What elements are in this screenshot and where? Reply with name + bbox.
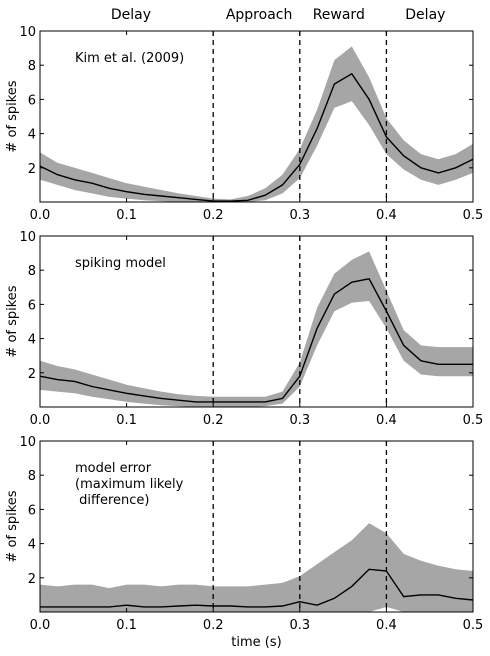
y-tick-label: 2 [28, 572, 36, 587]
y-tick-label: 6 [28, 503, 36, 518]
y-tick-label: 6 [28, 93, 36, 108]
phase-labels: Delay Approach Reward Delay [111, 7, 446, 23]
y-tick-label: 4 [28, 128, 36, 143]
annotation-line: (maximum likely [75, 477, 184, 492]
x-tick-label: 0.4 [376, 413, 397, 428]
x-tick-label: 0.5 [463, 208, 484, 223]
y-tick-label: 2 [28, 162, 36, 177]
x-axis-label: time (s) [231, 635, 281, 650]
y-tick-label: 6 [28, 298, 36, 313]
annotation-line: model error [75, 461, 152, 476]
x-tick-label: 0.2 [203, 208, 224, 223]
axes-frame [39, 440, 474, 613]
y-tick-label: 10 [19, 25, 36, 40]
confidence-band [40, 251, 473, 407]
x-tick-label: 0.0 [30, 618, 51, 633]
y-tick-label: 2 [28, 367, 36, 382]
panel-annotation: model error (maximum likely difference) [75, 461, 184, 508]
phase-label: Delay [405, 7, 445, 23]
mean-line [39, 72, 474, 202]
phase-label: Approach [226, 7, 293, 23]
panel-1: 0.0 0.1 0.2 0.3 0.4 0.5 2 4 6 8 10 # of spikes Kim e… [5, 25, 483, 223]
y-tick-label: 4 [28, 333, 36, 348]
annotation-line: Kim et al. (2009) [75, 51, 184, 66]
mean-line [40, 568, 474, 608]
annotation-line: spiking model [75, 256, 166, 271]
y-axis-label: # of spikes [5, 80, 20, 152]
axes-frame [39, 30, 474, 203]
confidence-band [40, 523, 473, 612]
y-tick-label: 4 [28, 538, 36, 553]
phase-label: Delay [111, 7, 151, 23]
y-axis-label: # of spikes [5, 490, 20, 562]
x-tick-label: 0.1 [116, 618, 137, 633]
panel-annotation: spiking model [75, 256, 166, 271]
x-tick-label: 0.2 [203, 618, 224, 633]
panel-annotation: Kim et al. (2009) [75, 51, 184, 66]
x-tick-label: 0.0 [30, 413, 51, 428]
x-tick-label: 0.5 [463, 618, 484, 633]
x-tick-label: 0.1 [116, 413, 137, 428]
y-tick-label: 10 [19, 435, 36, 450]
x-tick-label: 0.1 [116, 208, 137, 223]
x-tick-label: 0.3 [289, 413, 310, 428]
x-tick-label: 0.5 [463, 413, 484, 428]
x-tick-label: 0.3 [289, 618, 310, 633]
panel-2: 0.0 0.1 0.2 0.3 0.4 0.5 2 4 6 8 10 # of spikes spiki… [5, 230, 483, 428]
panel-3: 0.0 0.1 0.2 0.3 0.4 0.5 2 4 6 8 10 # of spikes model… [5, 435, 483, 633]
axes-frame [39, 235, 474, 408]
x-tick-label: 0.0 [30, 208, 51, 223]
y-axis-label: # of spikes [5, 285, 20, 357]
y-tick-label: 10 [19, 230, 36, 245]
confidence-band [40, 46, 473, 203]
mean-line [39, 278, 473, 403]
phase-label: Reward [313, 7, 365, 23]
x-tick-label: 0.3 [289, 208, 310, 223]
annotation-line: difference) [75, 493, 149, 508]
x-tick-label: 0.2 [203, 413, 224, 428]
y-tick-label: 8 [28, 59, 36, 74]
y-tick-label: 8 [28, 469, 36, 484]
x-tick-label: 0.4 [376, 208, 397, 223]
x-tick-label: 0.4 [376, 618, 397, 633]
y-tick-label: 8 [28, 264, 36, 279]
